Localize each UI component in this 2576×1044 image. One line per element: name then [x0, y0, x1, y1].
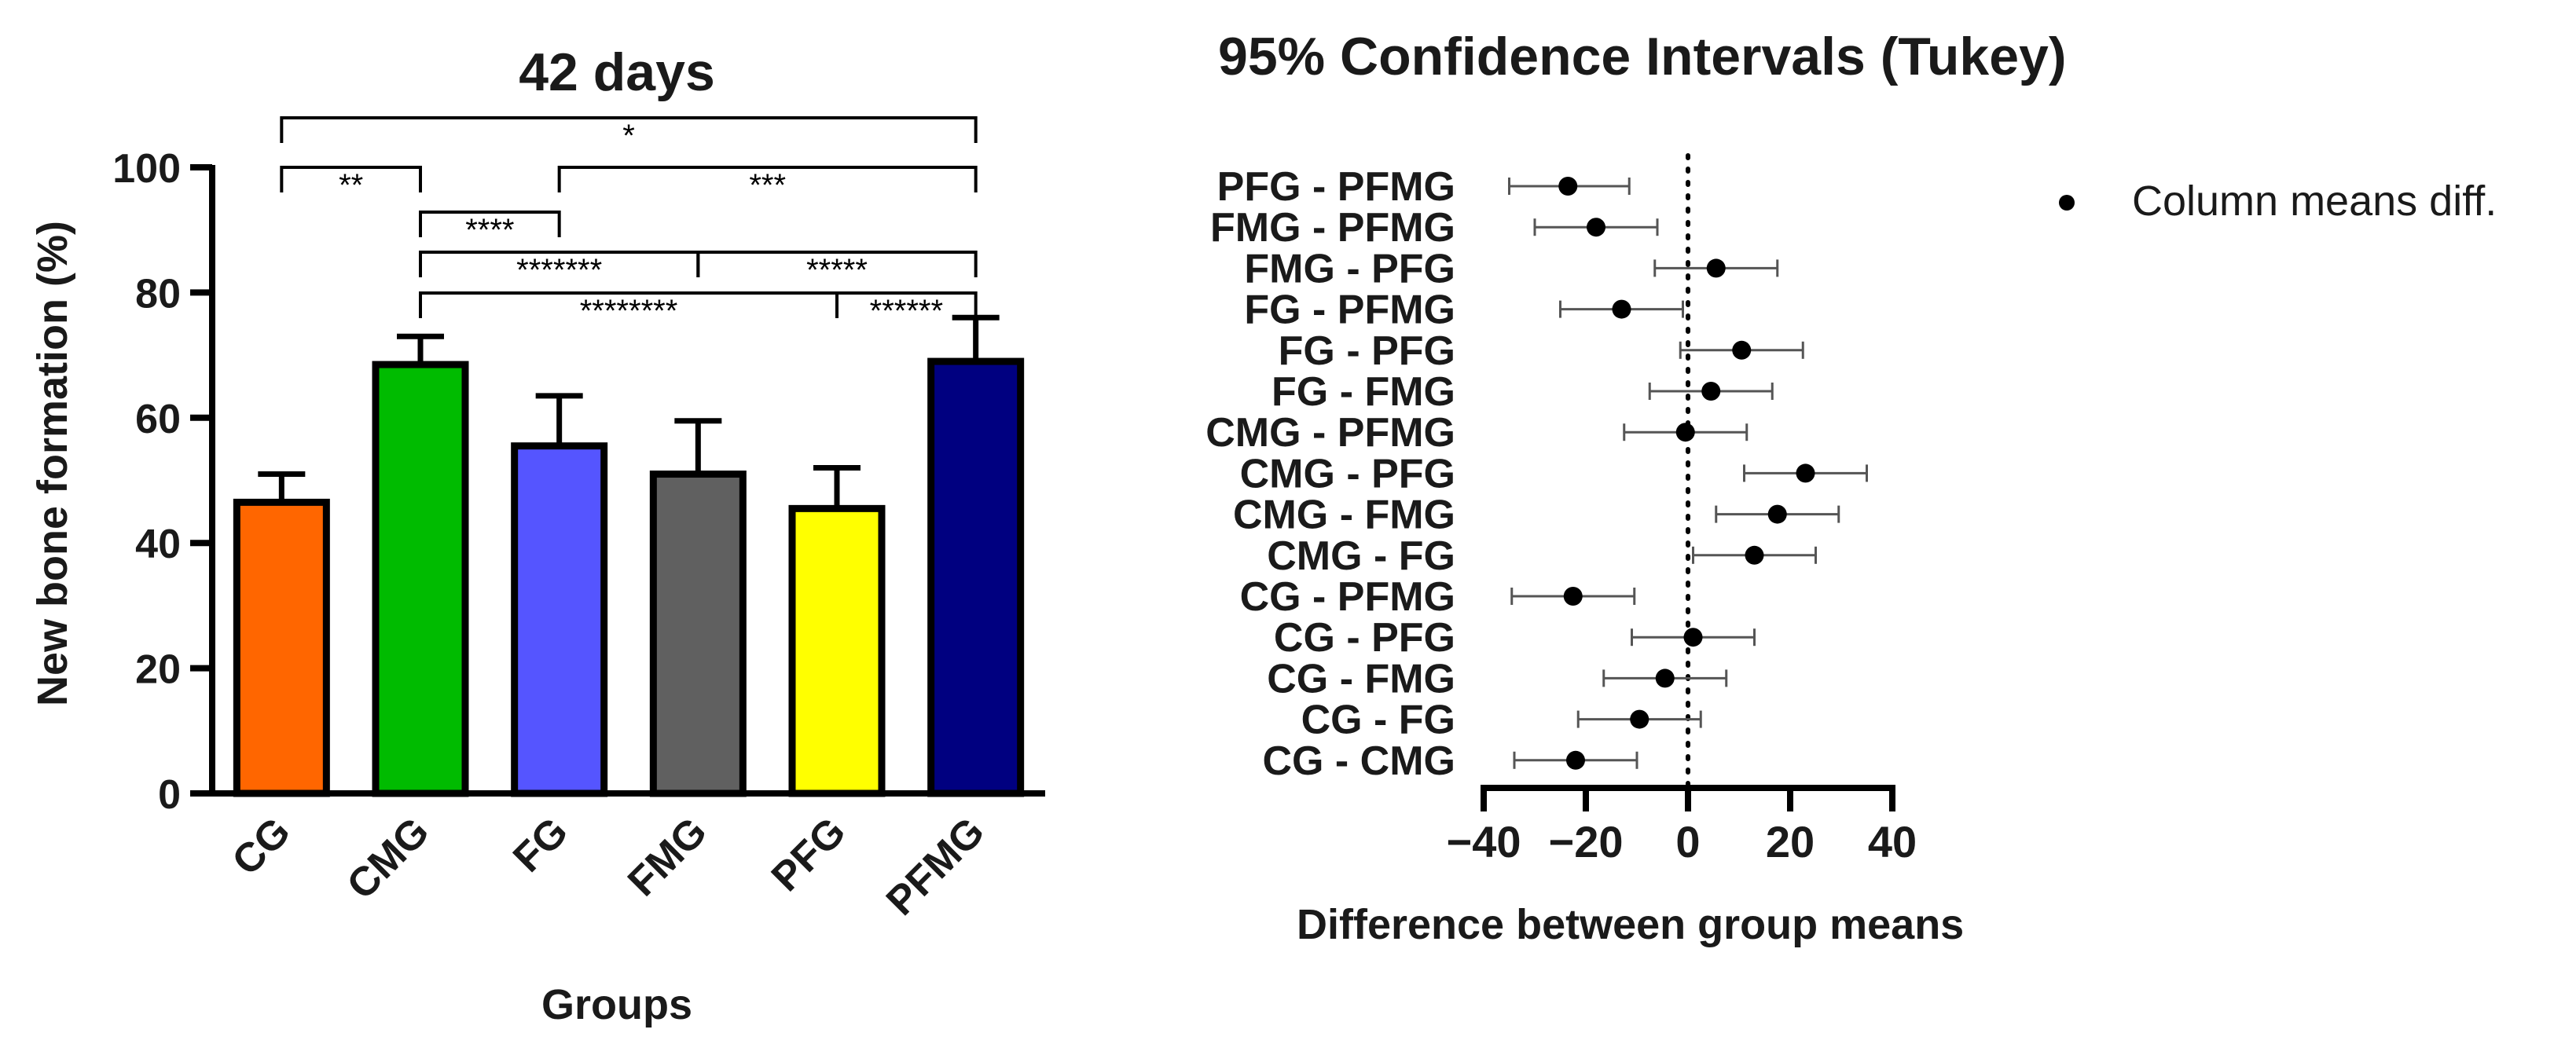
- ci-mean-point: [1796, 463, 1815, 483]
- ci-chart-title: 95% Confidence Intervals (Tukey): [1218, 27, 2067, 86]
- significance-brackets: *** *********************************: [280, 116, 978, 328]
- ci-mean-point: [1566, 750, 1585, 770]
- bar-chart: 42 days New bone formation (%) Groups 0 2…: [29, 42, 1045, 1028]
- significance-bracket: [280, 116, 978, 143]
- ci-mean-point: [1745, 545, 1764, 565]
- ci-mean-point: [1630, 709, 1649, 729]
- ci-row-label: FG - PFG: [1279, 328, 1455, 374]
- significance-label: *******: [516, 253, 602, 288]
- bar-x-tick-label: PFMG: [878, 808, 993, 924]
- ci-row-label: PFG - PFMG: [1217, 164, 1455, 210]
- ci-mean-point: [1563, 587, 1583, 606]
- bar-y-axis-label: New bone formation (%): [29, 221, 76, 706]
- significance-label: ***: [749, 168, 786, 203]
- significance-bracket: [419, 291, 838, 318]
- ci-mean-point: [1767, 504, 1787, 524]
- ci-row-label: CG - PFMG: [1240, 574, 1455, 620]
- bar-y-tick-label: 40: [135, 522, 181, 567]
- ci-x-tick-label: 20: [1766, 817, 1815, 866]
- ci-row-label: FMG - PFMG: [1210, 205, 1455, 251]
- bar-cmg: [372, 361, 469, 797]
- ci-row-label: FG - FMG: [1271, 369, 1455, 415]
- ci-x-tick-label: −20: [1549, 817, 1624, 866]
- ci-row-label: CG - PFG: [1274, 615, 1455, 661]
- bar-y-tick-label: 100: [112, 146, 181, 192]
- bar-x-tick-label: FG: [505, 808, 577, 881]
- bar-x-tick-label: FMG: [619, 808, 716, 905]
- bar-fmg: [649, 471, 747, 797]
- bar-y-tick-label: 80: [135, 271, 181, 317]
- bar-x-tick-label: PFG: [763, 808, 855, 900]
- bar-series: [233, 314, 1025, 797]
- ci-row-label: CG - FG: [1301, 698, 1455, 743]
- ci-mean-point: [1655, 669, 1675, 688]
- ci-chart: 95% Confidence Intervals (Tukey) Differe…: [1205, 27, 2497, 948]
- significance-label: ****: [465, 213, 514, 247]
- ci-mean-point: [1675, 423, 1695, 442]
- significance-bracket: [280, 166, 422, 192]
- significance-bracket: [557, 166, 978, 192]
- bar-x-axis-label: Groups: [541, 981, 692, 1028]
- ci-row-label: CG - CMG: [1262, 738, 1455, 784]
- bar-y-tick-label: 0: [158, 772, 181, 818]
- ci-x-tick-label: 0: [1675, 817, 1700, 866]
- ci-mean-point: [1732, 340, 1752, 360]
- ci-row-label: CG - FMG: [1267, 656, 1455, 701]
- bar-chart-title: 42 days: [519, 42, 715, 102]
- ci-x-axis-label: Difference between group means: [1297, 901, 1964, 948]
- bar-x-tick-label: CG: [224, 808, 299, 884]
- ci-mean-point: [1701, 382, 1721, 401]
- ci-mean-point: [1612, 299, 1631, 319]
- ci-mean-point: [1706, 258, 1726, 278]
- bar-cg: [233, 498, 330, 797]
- ci-row-label: FG - PFMG: [1244, 288, 1455, 333]
- bar-x-tick-labels: CG CMG FG FMG PFG PFMG: [224, 808, 993, 924]
- bar-y-ticks: 0 20 40 60 80 100: [112, 146, 1045, 818]
- significance-label: ********: [580, 294, 678, 328]
- ci-row-label: CMG - FMG: [1233, 493, 1455, 538]
- bar-y-tick-label: 60: [135, 397, 181, 442]
- bar-pfg: [788, 504, 886, 797]
- ci-x-ticks: −40 −20 0 20 40: [1447, 785, 1917, 866]
- ci-mean-point: [1587, 218, 1605, 237]
- significance-bracket: [419, 251, 700, 277]
- ci-x-tick-label: 40: [1868, 817, 1917, 866]
- significance-label: *: [622, 119, 635, 153]
- ci-row-label: FMG - PFG: [1244, 246, 1455, 291]
- bar-pfmg: [927, 357, 1025, 797]
- bar-y-tick-label: 20: [135, 647, 181, 693]
- ci-row-label: CMG - PFG: [1240, 451, 1455, 496]
- ci-x-tick-label: −40: [1447, 817, 1521, 866]
- bar-x-tick-label: CMG: [339, 808, 439, 908]
- significance-bracket: [419, 211, 561, 237]
- significance-label: **: [339, 168, 363, 203]
- ci-row-label: CMG - PFMG: [1205, 410, 1455, 456]
- significance-label: *****: [806, 253, 868, 288]
- legend-label: Column means diff.: [2132, 178, 2497, 225]
- ci-mean-point: [1683, 628, 1703, 647]
- bar-fg: [511, 442, 608, 797]
- significance-label: ******: [870, 294, 943, 328]
- legend: Column means diff.: [2059, 178, 2497, 225]
- legend-marker: [2059, 195, 2075, 211]
- ci-row-label: CMG - FG: [1267, 533, 1455, 579]
- ci-mean-point: [1558, 177, 1578, 196]
